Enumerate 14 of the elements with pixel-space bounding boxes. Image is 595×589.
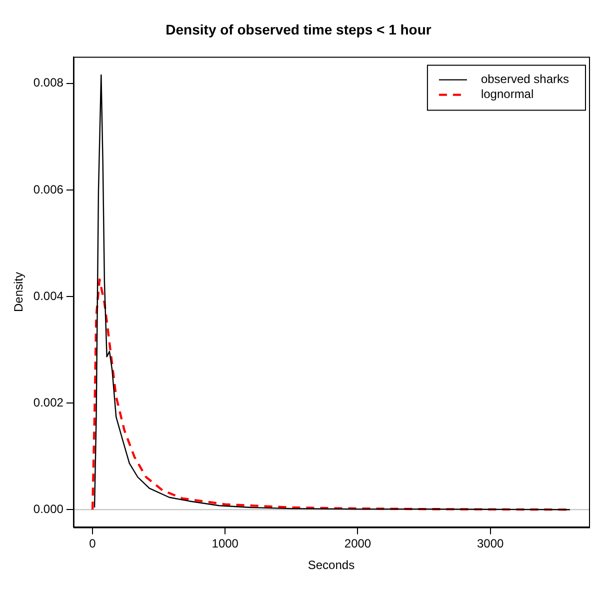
x-tick-label: 0 [89,536,96,551]
x-axis-title: Seconds [308,558,355,572]
y-tick-label: 0.006 [33,182,64,196]
legend-label: observed sharks [480,72,570,86]
y-tick-label: 0.000 [33,502,64,516]
y-tick-label: 0.004 [33,288,64,303]
x-tick-label: 1000 [212,536,239,551]
x-tick-label: 3000 [476,536,504,551]
x-tick-label: 2000 [344,536,372,551]
y-axis-title: Density [12,272,26,312]
chart-title: Density of observed time steps < 1 hour [166,21,432,38]
y-tick-label: 0.002 [33,395,64,410]
legend-label: lognormal [480,87,534,102]
y-tick-label: 0.008 [33,76,64,90]
